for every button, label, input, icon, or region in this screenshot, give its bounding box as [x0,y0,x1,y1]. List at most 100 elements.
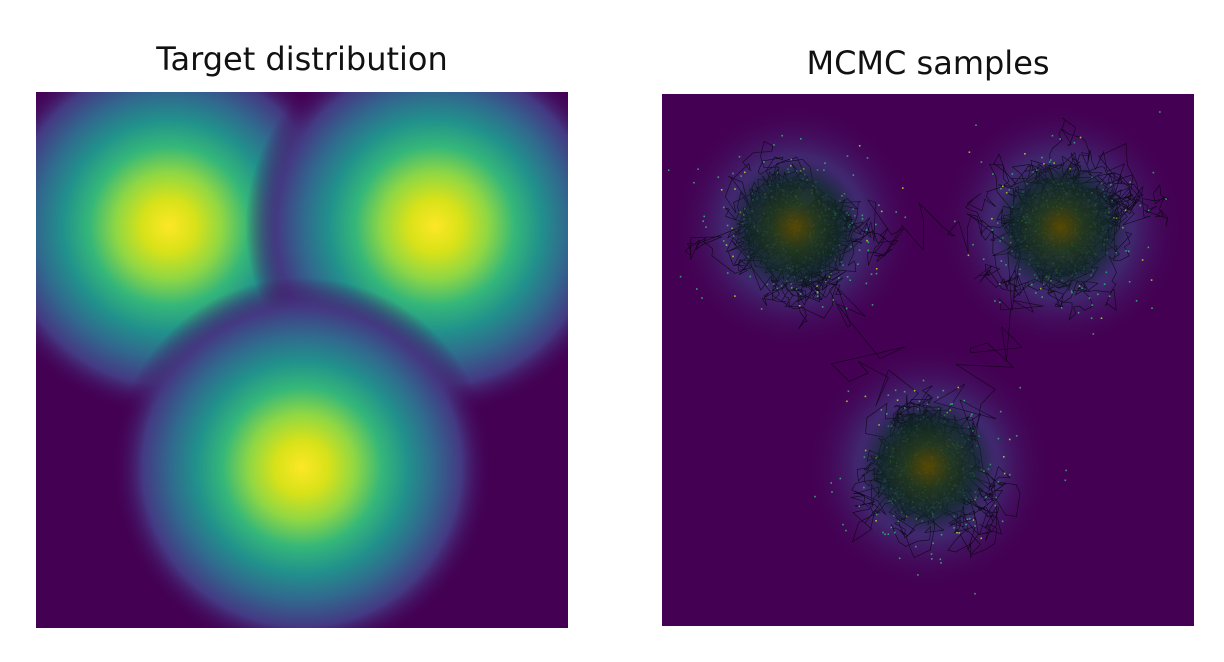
sample-point [1147,246,1150,249]
sample-point [974,525,976,527]
sample-point [696,288,698,290]
sample-point [734,188,736,190]
sample-point [858,249,861,251]
sample-point [773,144,775,146]
sample-point [722,240,725,242]
sample-point [917,574,919,576]
sample-point [967,254,970,257]
sample-point [958,532,961,534]
sample-point [1139,204,1142,207]
sample-point [971,413,973,416]
sample-point [738,155,741,158]
sample-point [1092,333,1095,335]
mode-blob-3 [112,277,492,628]
sample-point [972,519,975,521]
sample-point [942,389,945,392]
mcmc-samples-svg [662,94,1194,626]
sample-point [866,239,868,242]
sample-point [930,553,933,555]
sample-point [963,399,965,402]
sample-point [814,495,816,498]
sample-point [760,308,763,310]
sample-point [1019,386,1021,389]
sample-point [894,389,897,392]
sample-point [763,161,765,163]
sample-point [875,268,878,270]
sample-point [939,558,942,561]
sample-point [882,531,884,534]
sample-point [991,217,993,220]
sample-point [726,224,729,227]
sample-point [845,529,847,532]
mcmc-samples-plot [662,94,1194,626]
sample-point [1152,171,1155,174]
sample-point [903,390,906,393]
sample-point [887,394,890,396]
sample-point [992,173,994,175]
sample-point [932,542,934,545]
sample-point [871,304,874,306]
sample-point [1128,281,1131,283]
sample-point [1090,317,1093,319]
sample-point [723,206,725,209]
chart-title-mcmc: MCMC samples [806,44,1050,82]
sample-point [965,523,967,526]
sample-point [1011,173,1014,175]
sample-point [1165,198,1167,200]
sample-point [1135,300,1138,302]
sample-point [1015,435,1018,437]
cluster-core-1 [727,159,863,295]
sample-point [1159,111,1161,113]
sample-point [1051,134,1054,137]
sample-point [861,214,864,217]
sample-point [799,293,802,295]
sample-point [701,297,703,299]
sample-point [999,301,1001,304]
sample-point [875,223,877,226]
sample-point [1035,292,1037,294]
sample-point [956,531,958,534]
sample-point [875,272,878,275]
sample-point [896,399,899,401]
sample-point [902,187,904,189]
sample-point [913,389,916,392]
sample-point [878,204,880,206]
sample-point [1008,438,1011,441]
sample-point [974,592,976,595]
sample-point [717,176,720,178]
sample-point [884,533,886,536]
sample-point [846,276,849,278]
sample-point [999,410,1002,413]
sample-point [875,513,878,516]
target-heatmap-svg [36,92,568,628]
sample-point [697,168,699,170]
sample-point [991,229,994,231]
sample-point [954,220,956,223]
sample-point [1065,469,1067,472]
sample-point [940,562,942,564]
sample-point [867,241,870,243]
sample-point [1000,187,1002,190]
sample-point [816,291,819,293]
sample-point [734,295,736,297]
sample-point [703,215,705,218]
sample-point [951,403,953,405]
sample-point [846,155,849,157]
sample-point [744,171,746,174]
sample-point [1000,260,1003,262]
sample-point [842,523,844,526]
sample-point [940,533,943,536]
sample-point [858,145,861,147]
sample-point [1100,317,1103,319]
sample-point [1127,250,1130,253]
sample-point [798,305,801,307]
sample-point [1001,520,1004,523]
sample-point [998,283,1001,285]
sample-point [898,557,901,560]
sample-point [865,282,868,285]
sample-point [846,400,848,403]
sample-point [972,243,974,246]
cluster-core-2 [993,159,1129,295]
sample-point [858,505,860,507]
sample-point [997,481,1000,483]
